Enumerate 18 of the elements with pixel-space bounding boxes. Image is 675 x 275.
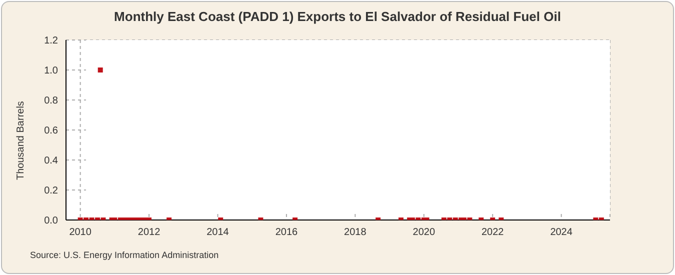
x-tick-label: 2012 — [138, 227, 161, 238]
x-tick-label: 2024 — [550, 227, 573, 238]
x-tick-label: 2010 — [69, 227, 92, 238]
y-tick-label: 0.8 — [44, 96, 58, 107]
source-note: Source: U.S. Energy Information Administration — [30, 250, 219, 260]
x-tick-label: 2014 — [206, 227, 230, 238]
x-tick-label: 2020 — [412, 227, 436, 238]
chart-title: Monthly East Coast (PADD 1) Exports to El Salvador of Residual Fuel Oil — [113, 9, 562, 24]
x-tick-label: 2018 — [344, 227, 367, 238]
y-tick-label: 1.0 — [44, 66, 58, 77]
y-axis-title: Thousand Barrels — [16, 101, 27, 180]
y-tick-label: 1.2 — [44, 36, 58, 47]
x-tick-label: 2016 — [275, 227, 298, 238]
y-tick-label: 0.2 — [44, 186, 58, 197]
y-tick-label: 0.4 — [44, 156, 58, 167]
y-tick-label: 0.6 — [44, 126, 58, 137]
x-tick-label: 2022 — [481, 227, 504, 238]
y-tick-label: 0.0 — [44, 216, 58, 227]
